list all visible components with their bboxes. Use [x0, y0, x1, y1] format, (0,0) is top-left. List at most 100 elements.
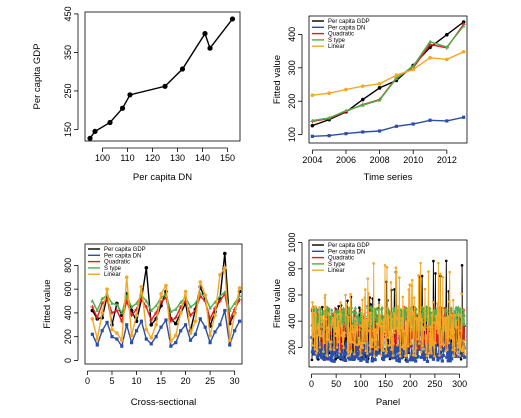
data-point [429, 353, 434, 358]
data-point [323, 341, 326, 345]
data-point [311, 347, 316, 352]
data-point [402, 347, 406, 351]
data-point [127, 92, 133, 98]
data-point [397, 354, 401, 358]
data-point [368, 350, 372, 353]
data-point [188, 304, 193, 309]
data-point [311, 335, 315, 338]
data-point [409, 342, 413, 346]
data-point [223, 290, 227, 294]
data-point [337, 320, 340, 323]
data-point [314, 314, 318, 317]
data-point [327, 91, 331, 96]
data-point [310, 123, 315, 128]
data-point [402, 306, 405, 310]
data-point [359, 353, 363, 357]
data-point [159, 325, 163, 329]
legend-label: Linear [328, 44, 345, 50]
data-point [462, 345, 465, 349]
data-point [404, 338, 408, 341]
data-point [393, 347, 397, 351]
data-point [130, 341, 134, 345]
data-point [129, 304, 134, 309]
data-point [327, 326, 331, 330]
data-point [329, 348, 333, 351]
data-point [462, 313, 466, 317]
data-point [413, 317, 416, 321]
data-point [381, 357, 386, 362]
data-point [382, 318, 386, 322]
data-point [345, 303, 349, 306]
x-tick-label: 2008 [370, 155, 390, 165]
data-point [344, 308, 348, 311]
data-point [440, 348, 444, 352]
data-point [336, 309, 341, 313]
data-point [376, 345, 380, 349]
data-point [382, 355, 386, 359]
data-point [353, 317, 357, 320]
data-point [433, 307, 437, 311]
data-point [451, 298, 455, 302]
x-axis-title: Cross-sectional [131, 397, 196, 408]
data-point [385, 350, 388, 353]
data-point [450, 313, 453, 317]
data-point [424, 337, 427, 340]
data-point [448, 270, 452, 274]
data-point [369, 311, 373, 315]
data-point [223, 265, 227, 270]
data-point [463, 352, 466, 355]
data-point [319, 329, 322, 333]
data-point [358, 324, 362, 328]
data-point [330, 359, 334, 363]
data-point [359, 348, 362, 351]
data-point [459, 348, 462, 351]
data-point [413, 350, 417, 353]
data-point [414, 354, 417, 358]
data-point [351, 351, 355, 355]
data-point [436, 342, 440, 345]
data-point [406, 322, 410, 325]
data-point [461, 351, 465, 355]
data-point [115, 331, 119, 335]
data-point [207, 45, 213, 51]
data-point [431, 357, 436, 361]
x-tick-label: 2006 [336, 155, 356, 165]
data-point [445, 355, 449, 359]
data-point [229, 16, 236, 22]
data-point [208, 333, 212, 338]
data-point [367, 329, 371, 332]
data-point [159, 292, 163, 296]
data-point [407, 288, 411, 291]
data-point [237, 286, 242, 290]
data-point [223, 308, 227, 313]
data-point [354, 355, 358, 359]
data-point [362, 350, 366, 355]
data-point [352, 357, 357, 361]
data-point [363, 296, 367, 300]
data-point [408, 313, 412, 316]
data-point [353, 305, 358, 310]
data-point [318, 306, 321, 309]
data-point [443, 306, 446, 310]
data-point [339, 349, 343, 353]
data-point [115, 302, 119, 306]
data-point [233, 329, 237, 333]
data-point [458, 354, 461, 357]
x-tick-label: 2012 [437, 155, 457, 165]
data-point [90, 317, 95, 321]
y-tick-label: 200 [287, 340, 297, 355]
y-axis-title: Fitted value [42, 279, 53, 328]
data-point [416, 337, 420, 341]
data-point [164, 283, 168, 288]
data-point [422, 357, 427, 361]
data-point [451, 348, 454, 352]
data-point [377, 129, 382, 133]
data-point [450, 357, 454, 361]
data-point [457, 313, 460, 316]
data-point [193, 301, 198, 305]
data-point [326, 338, 330, 341]
x-tick-label: 120 [145, 153, 160, 163]
data-point [440, 329, 444, 333]
data-point [403, 314, 408, 319]
data-point [412, 356, 416, 360]
